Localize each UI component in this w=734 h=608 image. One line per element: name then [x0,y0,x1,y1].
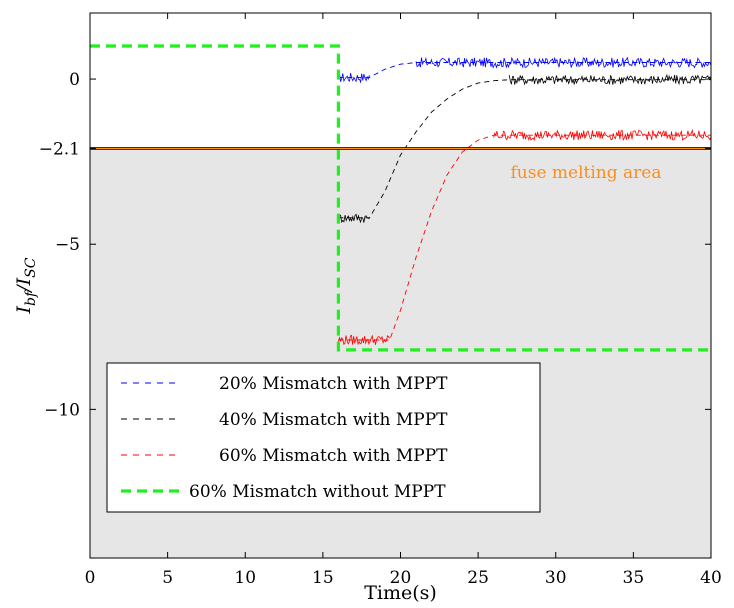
series-ripple-60-mismatch-with-mppt-1 [493,128,712,142]
y-tick-label: 0 [69,70,80,90]
x-tick-label: 5 [162,568,173,588]
series-ripple-20-mismatch-with-mppt-0 [338,72,370,84]
legend-label: 20% Mismatch with MPPT [219,374,448,394]
series-ripple-20-mismatch-with-mppt-1 [415,56,712,69]
y-axis-label-part: /I [13,277,35,293]
series-line-40-mismatch-with-mppt [338,79,711,219]
legend-label: 40% Mismatch with MPPT [219,410,448,430]
x-tick-label: 15 [312,568,334,588]
x-tick-label: 40 [700,568,722,588]
fuse-melting-label: fuse melting area [510,163,661,183]
x-tick-label: 20 [390,568,412,588]
legend-label: 60% Mismatch with MPPT [219,446,448,466]
x-tick-label: 0 [85,568,96,588]
x-tick-label: 30 [545,568,567,588]
y-tick-label: −5 [55,235,80,255]
x-tick-label: 35 [623,568,645,588]
x-axis-label: Time(s) [364,582,437,604]
y-axis-label: Ibf/ISC [13,257,39,314]
series-ripple-40-mismatch-with-mppt-0 [338,213,370,224]
legend-label: 60% Mismatch without MPPT [189,482,446,502]
series-line-60-mismatch-with-mppt [338,134,711,341]
y-axis-label-part: SC [23,257,39,278]
x-tick-label: 25 [467,568,489,588]
y-tick-label: −10 [44,400,80,420]
x-tick-label: 10 [234,568,256,588]
series-ripple-60-mismatch-with-mppt-0 [338,334,390,346]
y-axis-label-part: bf [23,289,39,306]
y-axis-label-part: I [13,305,35,314]
y-tick-label: −2.1 [39,139,80,159]
series-ripple-40-mismatch-with-mppt-1 [508,73,712,86]
series-line-60-mismatch-without-mppt [90,44,711,352]
legend-box [106,362,541,513]
